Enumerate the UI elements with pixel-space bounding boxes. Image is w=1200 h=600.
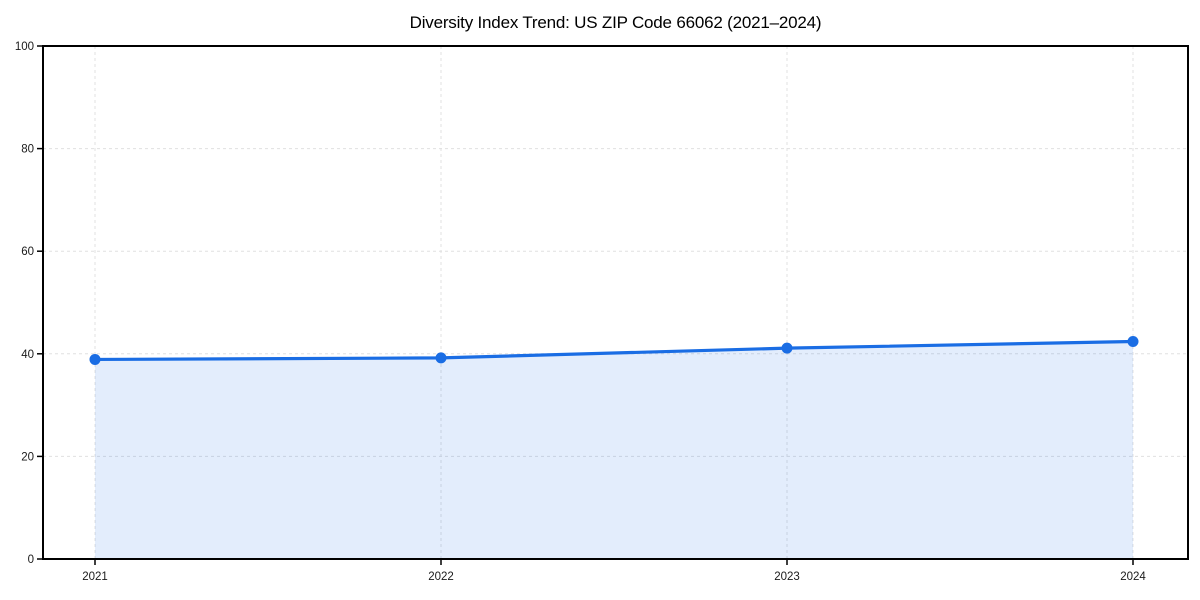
data-point [89,353,101,365]
y-tick-label: 0 [28,554,34,566]
trend-line [93,339,1135,362]
x-tick-label: 2023 [774,571,800,583]
y-tick-label: 80 [21,144,34,156]
y-tick-label: 60 [21,246,34,258]
y-tick-label: 20 [21,451,34,463]
data-point [781,342,793,354]
x-tick-label: 2022 [428,571,454,583]
x-tick-label: 2021 [82,571,108,583]
area-fill [95,341,1133,559]
y-tick-label: 100 [15,41,34,53]
data-point [435,352,447,364]
x-tick-label: 2024 [1120,571,1146,583]
data-point [1127,335,1139,347]
chart-title: Diversity Index Trend: US ZIP Code 66062… [409,13,822,32]
axes-frame [42,45,1189,560]
y-tick-label: 40 [21,349,34,361]
